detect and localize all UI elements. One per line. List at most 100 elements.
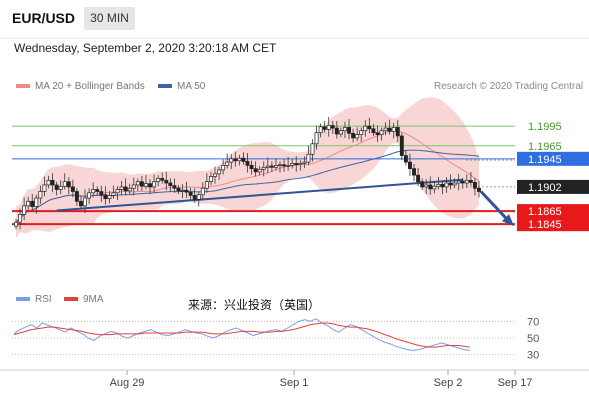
candle-body [472, 182, 477, 189]
candle-body [278, 164, 282, 167]
legend-rsi: RSI [16, 294, 52, 305]
candle-body [253, 168, 258, 173]
candle-body [95, 189, 100, 192]
legend-rsi-label: RSI [35, 294, 52, 305]
candle-body [314, 132, 319, 145]
candle-body [347, 127, 351, 134]
candle-body [196, 194, 201, 200]
candle-body [208, 176, 213, 183]
candle-body [351, 132, 356, 139]
candle-body [399, 135, 404, 156]
candle-body [148, 183, 152, 188]
candle-body [79, 200, 83, 207]
candle-body [306, 153, 311, 163]
candle-body [298, 163, 303, 166]
forecast-arrow-shaft [479, 190, 508, 220]
candle-body [156, 178, 161, 183]
legend-ma20: MA 20 + Bollinger Bands [16, 81, 145, 92]
candle-body [103, 194, 108, 200]
candle-body [273, 165, 278, 168]
candle-body [383, 127, 388, 132]
candle-body [290, 163, 295, 166]
rsi-ma-line [13, 322, 471, 348]
candle-body [456, 180, 461, 184]
candle-body [46, 180, 51, 186]
candle-body [204, 181, 209, 189]
rsi-line [13, 318, 471, 352]
candle-body [172, 185, 177, 189]
rsi-tick-70: 70 [527, 316, 539, 328]
level-label-1.1945: 1.1945 [528, 154, 562, 166]
candle-body [477, 187, 481, 192]
candle-body [249, 165, 254, 169]
candle-body [200, 187, 205, 196]
ma20-swatch [16, 84, 30, 89]
candle-body [302, 161, 307, 164]
candle-body [66, 181, 71, 188]
candle-body [359, 130, 364, 135]
legend-ma50: MA 50 [158, 81, 205, 92]
level-label-1.1965: 1.1965 [528, 141, 562, 153]
candle-body [387, 127, 392, 132]
symbol-label: EUR/USD [12, 10, 76, 26]
candle-body [99, 191, 104, 196]
candle-body [22, 205, 27, 215]
candle-body [416, 174, 421, 183]
candle-body [152, 181, 157, 188]
source-watermark-text: 来源：兴业投资（英国） [188, 298, 321, 312]
candle-body [119, 186, 124, 190]
candle-body [127, 187, 132, 192]
candle-body [371, 128, 376, 134]
legend-rsi-ma: 9MA [64, 294, 104, 305]
candle-body [213, 173, 217, 177]
candle-body [363, 125, 368, 132]
candle-body [217, 169, 222, 175]
candle-body [367, 125, 372, 130]
candle-body [144, 183, 148, 187]
candle-body [420, 181, 425, 188]
support-trendline [56, 178, 463, 212]
candle-body [131, 184, 136, 189]
candle-body [338, 130, 343, 135]
forecast-arrow-head [502, 214, 514, 227]
candle-body [62, 181, 67, 187]
candle-body [403, 155, 408, 163]
candle-body [318, 126, 323, 134]
candle-body [444, 182, 449, 188]
chart-datetime: Wednesday, September 2, 2020 3:20:18 AM … [14, 41, 277, 55]
candle-body [14, 221, 18, 227]
time-tick-label: Sep 2 [434, 377, 463, 389]
candle-body [87, 192, 92, 199]
timeframe-button[interactable]: 30 MIN [84, 7, 135, 30]
legend-ma50-label: MA 50 [177, 81, 206, 92]
level-tag-1.1865 [517, 204, 589, 219]
candle-body [355, 134, 360, 139]
candle-body [139, 181, 144, 187]
candle-body [26, 200, 31, 207]
level-tag-1.1845 [517, 217, 589, 232]
rsi-tick-50: 50 [527, 333, 539, 345]
time-tick-label: Aug 29 [110, 377, 145, 389]
candle-body [460, 180, 465, 184]
candle-body [334, 127, 339, 135]
candle-body [18, 214, 23, 223]
candle-body [322, 126, 327, 130]
candle-body [261, 166, 266, 170]
candle-body [395, 127, 400, 137]
candle-body [168, 182, 173, 186]
candle-body [464, 180, 469, 184]
candle-body [294, 163, 299, 166]
candle-body [428, 184, 433, 190]
candle-body [184, 189, 189, 193]
level-tag-1.1945 [517, 151, 589, 166]
candle-body [241, 157, 246, 162]
candle-body [343, 127, 347, 132]
ma50-swatch [158, 84, 172, 89]
candle-body [310, 143, 315, 155]
chart-header: EUR/USD 30 MIN [0, 0, 589, 38]
candle-body [54, 184, 59, 190]
candle-body [160, 178, 165, 181]
candle-body [432, 185, 437, 190]
time-tick-label: Sep 1 [280, 377, 309, 389]
